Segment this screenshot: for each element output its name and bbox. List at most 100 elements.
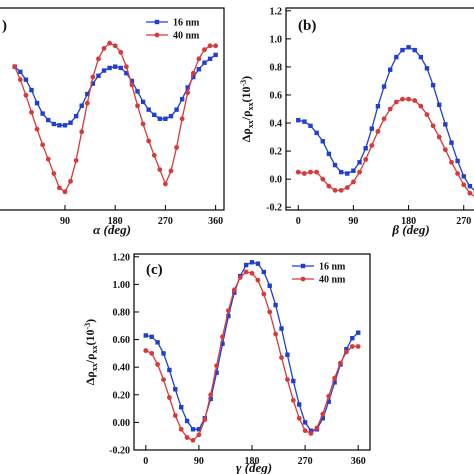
series-line [298, 98, 474, 197]
y-axis-label-part: xx [246, 102, 255, 110]
data-point [155, 362, 161, 367]
data-point [190, 70, 196, 76]
data-point [437, 102, 442, 107]
data-point [68, 178, 73, 184]
data-point [107, 40, 113, 46]
data-point [338, 360, 343, 366]
data-point [207, 43, 213, 49]
data-point [17, 77, 23, 83]
legend-marker [154, 19, 160, 25]
data-point [56, 185, 62, 191]
data-point [45, 156, 51, 162]
data-point [207, 56, 213, 62]
data-point [146, 107, 151, 112]
data-point [161, 351, 166, 356]
data-point [226, 313, 231, 319]
data-point [157, 116, 163, 121]
data-point [196, 67, 202, 72]
data-point [40, 111, 45, 116]
legend: 16 nm 40 nm [146, 18, 200, 42]
x-tick-label: 180 [401, 216, 416, 227]
data-point [213, 52, 218, 58]
y-axis-label-part: -3 [83, 323, 92, 330]
data-point [412, 98, 418, 103]
data-point [326, 393, 332, 399]
x-axis-label: β (deg) [391, 222, 429, 237]
data-point [101, 68, 107, 73]
data-point [326, 151, 332, 157]
panel-label: (b) [298, 18, 316, 34]
data-point [107, 65, 112, 71]
data-point [308, 169, 313, 175]
data-point [314, 130, 319, 136]
y-axis-label-part: -3 [239, 80, 248, 87]
y-tick-label: -0.2 [266, 203, 282, 214]
data-point [430, 123, 436, 129]
y-tick-label: 0.00 [113, 418, 131, 429]
data-point [73, 158, 79, 163]
panel-b: 0 90 180 270 -0.2 0.0 0.2 0.4 0.6 0.8 1.0 1.2 β (deg… [239, 6, 474, 237]
data-point [51, 121, 57, 127]
y-axis-label-part: Δρ [83, 371, 97, 385]
data-point [185, 90, 191, 96]
data-point [449, 140, 454, 145]
x-tick-label: 90 [60, 216, 70, 227]
data-point [112, 64, 118, 69]
data-point [461, 174, 466, 179]
data-point [344, 185, 350, 190]
data-point [185, 85, 190, 90]
data-point [349, 344, 355, 349]
data-point [140, 121, 146, 127]
series-16-nm [12, 52, 218, 128]
data-point [308, 123, 313, 129]
data-point [167, 395, 172, 400]
data-point [338, 169, 344, 175]
data-point [418, 54, 424, 60]
data-point [461, 182, 467, 188]
x-axis-label: α (deg) [93, 222, 131, 237]
y-tick-label: 0.6 [270, 90, 283, 101]
data-point [443, 122, 448, 127]
legend-label: 40 nm [173, 31, 200, 42]
data-point [314, 425, 320, 431]
x-tick-label: 0 [143, 456, 148, 467]
data-point [424, 112, 430, 118]
data-point [220, 334, 225, 340]
data-point [375, 103, 381, 109]
data-point [320, 139, 325, 144]
y-axis-label-part: (10 [239, 86, 253, 102]
panel-c: 0 90 180 270 360 -0.20 0.00 0.20 0.40 0.60 0.80 1.0… [83, 252, 371, 474]
x-tick-label: 360 [208, 216, 223, 227]
y-tick-label: 1.0 [270, 34, 283, 45]
y-axis-label-part: ) [83, 319, 97, 323]
data-point [34, 100, 40, 106]
data-point [220, 341, 225, 346]
data-point [152, 112, 157, 118]
data-point [261, 269, 266, 275]
data-point [208, 392, 214, 398]
data-point [363, 157, 369, 162]
data-point [84, 100, 90, 106]
data-point [381, 116, 387, 122]
panel-a: 90 180 270 360 α (deg)) 16 nm 40 nm [0, 7, 225, 237]
data-point [191, 74, 196, 80]
data-point [149, 350, 155, 356]
data-point [381, 84, 387, 89]
data-point [57, 123, 62, 128]
data-point [73, 113, 79, 119]
y-axis-label-part: /ρ [83, 353, 97, 364]
data-point [296, 118, 301, 123]
data-point [267, 283, 272, 288]
data-point [255, 261, 261, 266]
y-axis-label-part: Δρ [239, 128, 253, 142]
data-point [172, 413, 178, 418]
legend-marker [154, 32, 160, 38]
series-16-nm [143, 260, 361, 433]
data-point [129, 82, 135, 88]
data-point [34, 126, 40, 132]
data-point [369, 143, 375, 148]
data-point [344, 347, 349, 352]
data-point [279, 355, 284, 360]
data-point [467, 183, 473, 189]
